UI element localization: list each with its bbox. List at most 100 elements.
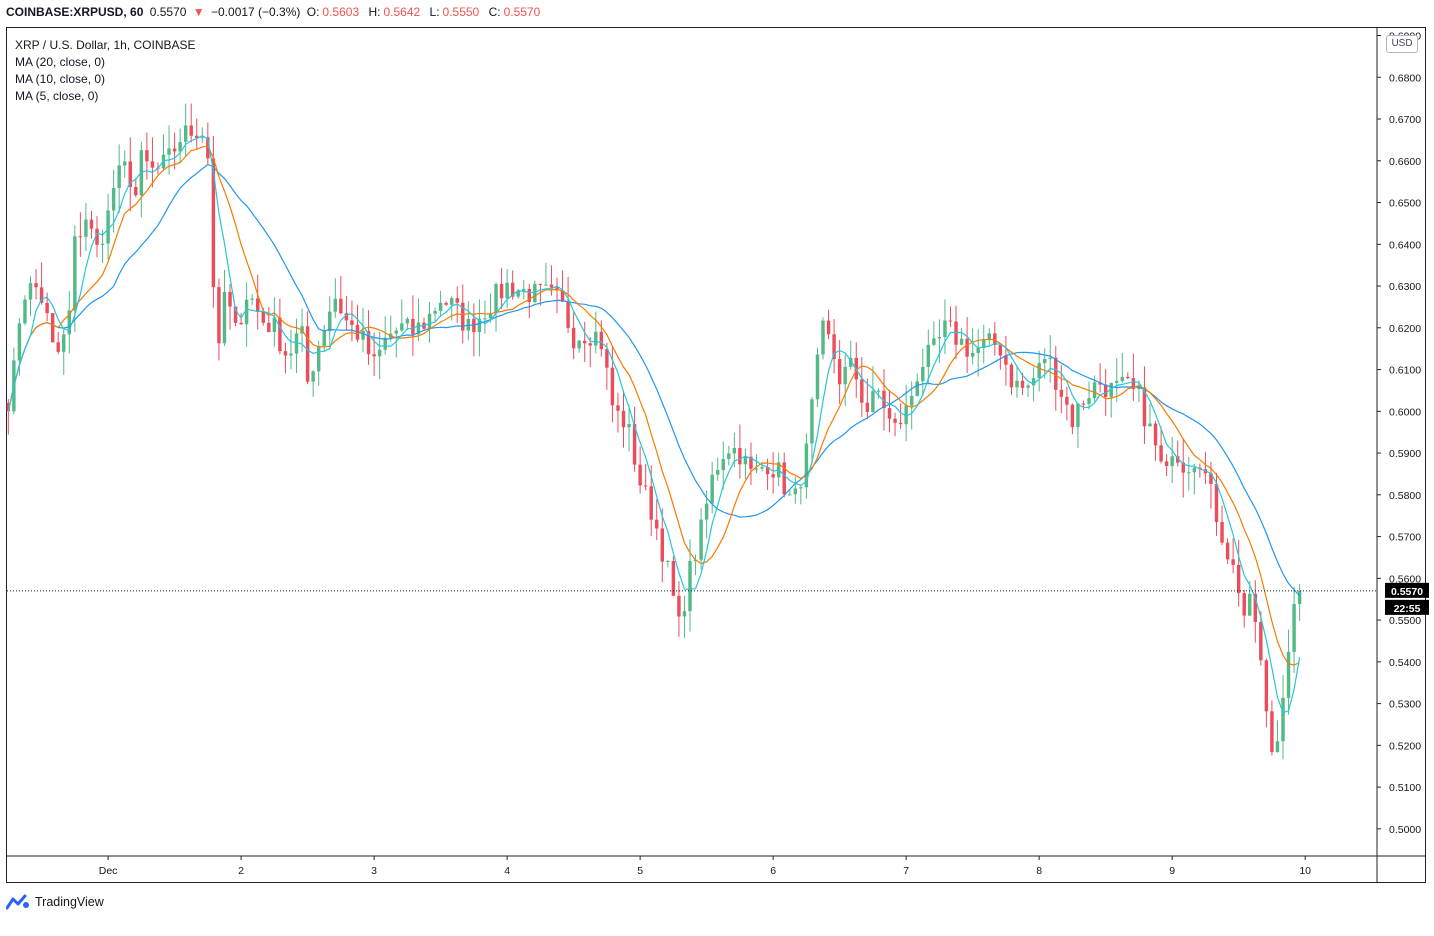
candle-down — [660, 508, 665, 583]
candle-down — [1159, 426, 1163, 464]
candle-down — [621, 390, 626, 448]
candle-up — [959, 327, 964, 346]
candle-up — [383, 316, 387, 355]
legend-ma5[interactable]: MA (5, close, 0) — [15, 89, 99, 103]
close-label: C: — [488, 5, 501, 19]
candle-up — [921, 348, 925, 395]
candle-up — [982, 324, 986, 364]
candle-down — [217, 278, 221, 361]
price-tick-label: 0.5900 — [1389, 448, 1421, 460]
candle-up — [810, 396, 814, 465]
candle-down — [643, 463, 648, 491]
candle-down — [1054, 346, 1058, 411]
candle-down — [1020, 372, 1025, 396]
candle-up — [272, 297, 277, 347]
candle-down — [1264, 658, 1269, 728]
tradingview-branding[interactable]: TradingView — [6, 892, 104, 912]
candle-down — [150, 137, 155, 188]
candle-up — [400, 299, 404, 332]
candle-down — [1070, 403, 1075, 435]
open-value: 0.5603 — [322, 5, 360, 19]
candle-up — [377, 331, 382, 380]
candle-down — [472, 303, 476, 357]
candle-down — [1203, 451, 1208, 484]
price-tick-label: 0.6400 — [1389, 239, 1421, 251]
candle-down — [355, 304, 360, 343]
price-tick-label: 0.5400 — [1389, 657, 1421, 669]
candle-up — [987, 328, 991, 346]
candle-down — [1198, 463, 1202, 478]
price-tick-label: 0.5300 — [1389, 699, 1421, 711]
candle-down — [1242, 589, 1246, 628]
last-price-label: 0.5570 — [1391, 586, 1423, 598]
candle-down — [671, 556, 676, 597]
candle-up — [727, 445, 731, 466]
candle-down — [555, 277, 559, 314]
candle-up — [328, 296, 332, 347]
candle-up — [62, 328, 66, 375]
candle-down — [239, 312, 243, 325]
candle-up — [1037, 350, 1041, 392]
candle-down — [366, 310, 371, 365]
symbol-header: COINBASE:XRPUSD, 60 0.5570 ▼ −0.0017 (−0… — [6, 5, 546, 23]
legend-title[interactable]: XRP / U.S. Dollar, 1h, COINBASE — [15, 38, 196, 52]
candle-down — [422, 317, 426, 330]
candle-down — [50, 313, 55, 343]
candle-up — [1192, 463, 1197, 495]
candle-down — [632, 406, 637, 472]
candle-up — [361, 307, 365, 353]
candle-up — [577, 339, 581, 353]
candle-down — [582, 321, 587, 363]
candle-up — [477, 299, 482, 357]
candle-up — [483, 300, 487, 334]
candle-up — [250, 294, 254, 306]
candle-up — [1297, 583, 1302, 621]
candle-up — [1048, 335, 1052, 383]
candle-up — [23, 295, 27, 326]
candle-up — [715, 457, 720, 481]
candle-up — [1148, 403, 1152, 427]
candle-down — [444, 301, 448, 306]
candle-up — [244, 282, 249, 347]
candle-up — [682, 595, 687, 638]
candle-down — [549, 265, 554, 296]
candle-down — [738, 424, 742, 479]
candle-down — [538, 283, 543, 306]
candle-down — [771, 452, 775, 494]
legend-ma20[interactable]: MA (20, close, 0) — [15, 55, 106, 69]
candle-down — [677, 581, 681, 637]
candle-down — [1259, 611, 1263, 666]
price-tick-label: 0.6300 — [1389, 281, 1421, 293]
symbol-name[interactable]: COINBASE:XRPUSD, 60 — [6, 5, 144, 19]
candle-up — [84, 203, 88, 252]
price-tick-label: 0.6000 — [1389, 406, 1421, 418]
candle-up — [333, 278, 338, 318]
legend-ma10[interactable]: MA (10, close, 0) — [15, 72, 106, 86]
candle-down — [1065, 386, 1069, 421]
candle-up — [1275, 720, 1280, 753]
candle-down — [372, 332, 376, 377]
candle-up — [522, 280, 526, 300]
candle-up — [416, 298, 421, 342]
candle-down — [893, 412, 897, 437]
time-tick-label: 7 — [903, 865, 909, 877]
time-tick-label: 5 — [637, 865, 643, 877]
countdown-badge — [1385, 599, 1429, 615]
candle-down — [228, 284, 232, 330]
candle-down — [1004, 335, 1008, 386]
candle-up — [67, 290, 72, 354]
candle-down — [339, 276, 343, 315]
candle-down — [826, 309, 831, 340]
candle-up — [183, 103, 188, 157]
last-price: 0.5570 — [149, 5, 187, 19]
candle-down — [527, 283, 532, 319]
currency-button[interactable]: USD — [1386, 35, 1418, 53]
candle-up — [122, 150, 127, 178]
candle-up — [1292, 586, 1296, 673]
candle-up — [937, 319, 942, 363]
candle-up — [178, 128, 182, 163]
low-label: L: — [429, 5, 440, 19]
candle-down — [1009, 362, 1014, 395]
candle-down — [6, 399, 11, 435]
